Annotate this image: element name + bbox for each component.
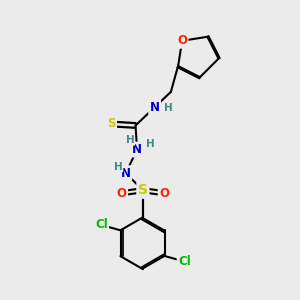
Text: S: S	[138, 183, 148, 197]
Text: H: H	[114, 162, 123, 172]
Text: N: N	[150, 101, 160, 114]
Text: H: H	[164, 103, 173, 113]
Text: O: O	[177, 34, 187, 47]
Text: H: H	[126, 135, 135, 145]
Text: Cl: Cl	[178, 255, 191, 268]
Text: N: N	[132, 143, 142, 156]
Text: O: O	[159, 187, 169, 200]
Text: O: O	[117, 187, 127, 200]
Text: S: S	[107, 118, 116, 130]
Text: H: H	[146, 139, 155, 149]
Text: N: N	[121, 167, 131, 180]
Text: Cl: Cl	[95, 218, 108, 232]
